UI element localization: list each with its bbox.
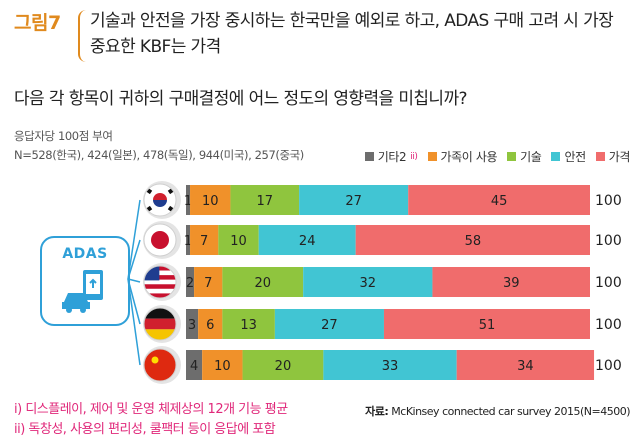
bar-value-label: 58 [465,234,482,249]
source-text: McKinsey connected car survey 2015(N=450… [391,405,630,418]
bar-total-label: 100 [595,193,622,209]
bar-value-label: 3 [188,318,196,333]
bar-value-label: 7 [200,234,208,249]
bar-value-label: 10 [214,359,231,374]
legend-swatch-tech [507,152,517,161]
bar-value-label: 1 [184,194,192,209]
bar-segment [194,267,223,297]
bar-total-label: 100 [595,233,622,249]
bar-segment [323,350,457,380]
bar-value-label: 24 [299,234,316,249]
bar-total-label: 100 [595,317,622,333]
bar-segment [355,225,590,255]
legend-item-tech: 기술 [507,148,542,165]
bar-value-label: 1 [184,234,192,249]
bar-segment [218,225,259,255]
bar-segment [186,185,191,215]
bar-segment [303,267,433,297]
bar-segment [222,267,304,297]
footnote-2: ii) 독창성, 사용의 편리성, 쿨팩터 등이 응답에 포함 [14,422,276,437]
footnote-1: i) 디스플레이, 제어 및 운영 체제상의 12개 기능 평균 [14,402,288,417]
legend-item-family: 가족이 사용 [427,148,498,165]
figure-label: 그림7 [14,12,61,34]
flag-china-icon [143,348,177,382]
bar-value-label: 20 [254,276,271,291]
bar-value-label: 10 [230,234,247,249]
bar-segment [186,267,195,297]
bar-segment [432,267,590,297]
connector-line [127,199,141,280]
bar-value-label: 32 [360,276,377,291]
basis-note: 응답자당 100점 부여 [14,129,113,143]
bar-segment [198,309,223,339]
legend-swatch-other [364,152,374,161]
bar-total-label: 100 [595,358,622,374]
bar-segment [186,350,203,380]
bar-segment [222,309,275,339]
flag-usa-icon [143,265,177,299]
bar-value-label: 45 [491,194,508,209]
flag-korea-icon [143,183,177,217]
bar-segment [456,350,595,380]
legend-item-price: 가격 [595,148,631,165]
bar-value-label: 4 [190,359,198,374]
sample-note: N=528(한국), 424(일본), 478(독일), 944(미국), 25… [14,148,304,162]
bar-value-label: 51 [479,318,496,333]
legend-label-price: 가격 [608,150,631,164]
chart-legend: 기타2 ii) 가족이 사용 기술 안전 가격 [364,148,631,165]
legend-item-safety: 안전 [551,148,586,165]
bar-value-label: 33 [382,359,399,374]
legend-swatch-safety [551,152,561,161]
bar-segment [242,350,324,380]
figure-title: 기술과 안전을 가장 중시하는 한국만을 예외로 하고, ADAS 구매 고려 … [90,11,614,57]
flag-germany-icon [143,307,177,341]
footnotes: i) 디스플레이, 제어 및 운영 체제상의 12개 기능 평균 ii) 독창성… [14,400,288,440]
bar-segment [230,185,300,215]
bar-segment [408,185,590,215]
legend-swatch-price [595,152,605,161]
bar-segment [274,309,384,339]
bar-value-label: 20 [275,359,292,374]
connector-line [127,278,141,366]
adas-label: ADAS [62,246,108,262]
bar-total-label: 100 [595,275,622,291]
legend-item-other: 기타2 ii) [364,148,418,165]
bar-segment [383,309,590,339]
bar-value-label: 17 [257,194,274,209]
figure-divider [78,10,86,62]
source-label: 자료: [365,405,389,418]
legend-label-safety: 안전 [564,150,586,164]
car-phone-icon [62,270,103,313]
bar-segment [190,185,231,215]
bar-value-label: 27 [321,318,338,333]
flag-japan-icon [143,223,177,257]
bar-value-label: 39 [503,276,520,291]
bar-value-label: 13 [240,318,257,333]
bar-value-label: 10 [202,194,219,209]
adas-badge: ADAS [40,236,130,326]
bar-value-label: 6 [206,318,214,333]
bar-segment [299,185,409,215]
legend-label-family: 가족이 사용 [440,150,498,164]
legend-swatch-family [427,152,437,161]
connector-line [127,239,141,280]
bar-segment [186,225,191,255]
legend-label-tech: 기술 [520,150,542,164]
survey-question: 다음 각 항목이 귀하의 구매결정에 어느 정도의 영향력을 미칩니까? [14,89,468,109]
connector-line [127,278,141,325]
connector-line [127,278,141,283]
source-citation: 자료: McKinsey connected car survey 2015(N… [365,403,630,419]
legend-label-other: 기타2 [377,150,407,164]
legend-superscript-other: ii) [410,151,418,162]
bar-segment [202,350,243,380]
bar-value-label: 27 [345,194,362,209]
bar-segment [186,309,199,339]
bar-value-label: 34 [517,359,534,374]
bar-segment [258,225,356,255]
bar-value-label: 2 [186,276,194,291]
bar-value-label: 7 [204,276,212,291]
bar-segment [190,225,219,255]
